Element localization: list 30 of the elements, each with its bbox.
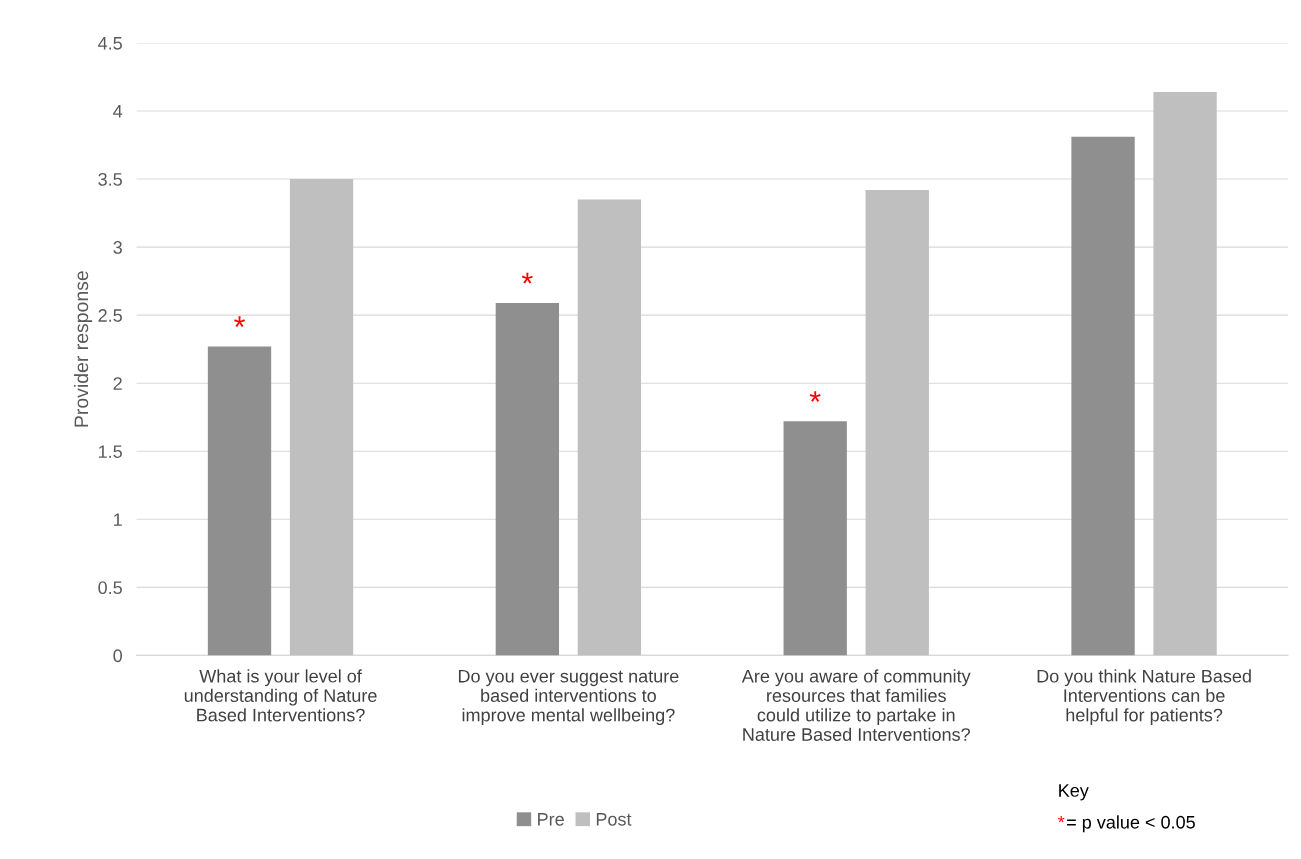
y-tick-label: 1.5 xyxy=(99,445,122,458)
bar xyxy=(495,302,560,656)
y-tick-label: 0.5 xyxy=(98,581,122,595)
bar xyxy=(289,179,354,656)
y-tick-label: 2.5 xyxy=(98,309,122,322)
bar xyxy=(1071,136,1135,656)
legend-label: Pre xyxy=(538,813,564,826)
bar xyxy=(783,421,847,656)
text: *= p value < 0.05 xyxy=(1058,815,1195,833)
bar xyxy=(577,199,642,656)
y-axis-title: Provider response xyxy=(73,271,93,427)
y-tick-label: 4.5 xyxy=(98,37,122,50)
y-tick-label: 3.5 xyxy=(98,172,122,186)
bar xyxy=(1153,91,1217,656)
y-tick-label: 3 xyxy=(113,241,122,254)
text: Key xyxy=(1059,784,1089,801)
data-label: * xyxy=(809,391,821,402)
y-tick-label: 4 xyxy=(113,105,123,118)
x-tick-label: Are you aware of community resources that families could utilize to partake in Nature Based Interventions? xyxy=(741,669,971,741)
y-tick-label: 2 xyxy=(113,377,122,390)
bar xyxy=(865,189,929,656)
x-tick-label: What is your level of understanding of Nature Based Interventions? xyxy=(184,669,377,722)
x-tick-label: Do you think Nature Based Interventions can be helpful for patients? xyxy=(1037,669,1251,726)
legend-label: Post xyxy=(596,813,632,826)
bar xyxy=(207,346,272,656)
x-tick-label: Do you ever suggest nature based interventions to improve mental wellbeing? xyxy=(458,669,679,726)
data-label: * xyxy=(234,316,245,328)
y-tick-label: 0 xyxy=(113,649,123,663)
data-label: * xyxy=(521,272,533,284)
y-tick-label: 1 xyxy=(114,513,122,526)
